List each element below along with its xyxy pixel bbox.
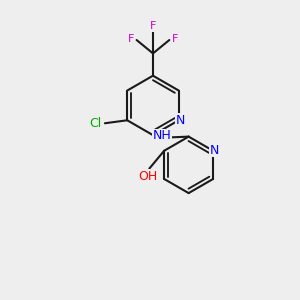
Text: NH: NH xyxy=(153,129,172,142)
Text: F: F xyxy=(150,21,156,31)
Text: F: F xyxy=(128,34,134,44)
Text: N: N xyxy=(210,144,219,157)
Text: Cl: Cl xyxy=(89,117,102,130)
Text: OH: OH xyxy=(138,169,158,182)
Text: N: N xyxy=(176,114,185,127)
Text: F: F xyxy=(172,34,178,44)
